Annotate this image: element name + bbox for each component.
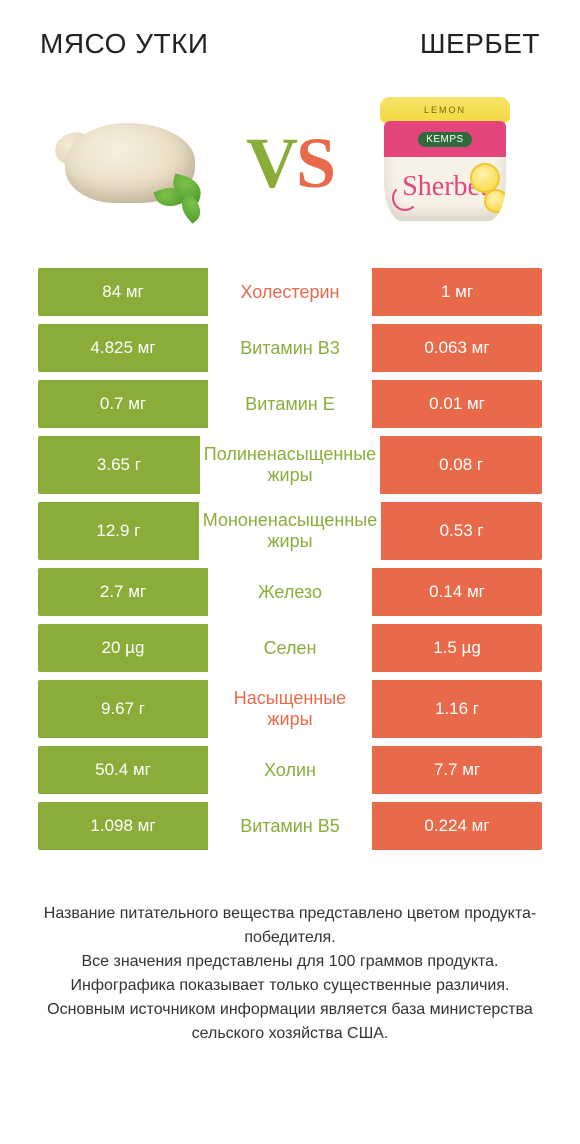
nutrient-label: Холестерин xyxy=(208,268,372,316)
left-value: 50.4 мг xyxy=(38,746,208,794)
nutrient-label: Витамин B5 xyxy=(208,802,372,850)
table-row: 9.67 гНасыщенные жиры1.16 г xyxy=(38,680,542,738)
footer-note: Название питательного вещества представл… xyxy=(0,858,580,1046)
left-value: 12.9 г xyxy=(38,502,199,560)
left-value: 0.7 мг xyxy=(38,380,208,428)
table-row: 12.9 гМононенасыщенные жиры0.53 г xyxy=(38,502,542,560)
right-value: 7.7 мг xyxy=(372,746,542,794)
table-row: 4.825 мгВитамин B30.063 мг xyxy=(38,324,542,372)
vs-v: V xyxy=(246,123,296,203)
right-value: 1 мг xyxy=(372,268,542,316)
table-row: 3.65 гПолиненасыщенные жиры0.08 г xyxy=(38,436,542,494)
sherbet-lid: LEMON xyxy=(380,97,510,123)
vs-s: S xyxy=(296,123,334,203)
nutrient-label: Витамин E xyxy=(208,380,372,428)
footer-line: Основным источником информации является … xyxy=(34,998,546,1046)
duck-image xyxy=(40,88,230,238)
footer-line: Название питательного вещества представл… xyxy=(34,902,546,950)
nutrient-label: Насыщенные жиры xyxy=(208,680,372,738)
right-value: 1.16 г xyxy=(372,680,542,738)
right-value: 1.5 µg xyxy=(372,624,542,672)
left-value: 3.65 г xyxy=(38,436,200,494)
right-value: 0.14 мг xyxy=(372,568,542,616)
nutrient-label: Холин xyxy=(208,746,372,794)
left-value: 1.098 мг xyxy=(38,802,208,850)
table-row: 84 мгХолестерин1 мг xyxy=(38,268,542,316)
right-product-title: Шербет xyxy=(420,28,540,60)
left-value: 2.7 мг xyxy=(38,568,208,616)
right-value: 0.224 мг xyxy=(372,802,542,850)
sherbet-brand: KEMPS xyxy=(418,132,472,147)
left-value: 20 µg xyxy=(38,624,208,672)
right-value: 0.53 г xyxy=(381,502,542,560)
sherbet-image: LEMON KEMPS Sherbet xyxy=(350,88,540,238)
table-row: 0.7 мгВитамин E0.01 мг xyxy=(38,380,542,428)
swirl-icon xyxy=(392,185,418,211)
table-row: 2.7 мгЖелезо0.14 мг xyxy=(38,568,542,616)
right-value: 0.063 мг xyxy=(372,324,542,372)
nutrient-label: Мононенасыщенные жиры xyxy=(199,502,381,560)
left-product-title: Мясо утки xyxy=(40,28,209,60)
titles-row: Мясо утки Шербет xyxy=(0,0,580,78)
nutrient-label: Селен xyxy=(208,624,372,672)
lemon-icon xyxy=(484,189,506,213)
infographic: Мясо утки Шербет VS LEMON KEMPS Sherbet xyxy=(0,0,580,1046)
left-value: 9.67 г xyxy=(38,680,208,738)
nutrient-label: Железо xyxy=(208,568,372,616)
table-row: 1.098 мгВитамин B50.224 мг xyxy=(38,802,542,850)
right-value: 0.01 мг xyxy=(372,380,542,428)
left-value: 84 мг xyxy=(38,268,208,316)
nutrient-label: Полиненасыщенные жиры xyxy=(200,436,380,494)
footer-line: Инфографика показывает только существенн… xyxy=(34,974,546,998)
right-value: 0.08 г xyxy=(380,436,542,494)
nutrient-label: Витамин B3 xyxy=(208,324,372,372)
vs-label: VS xyxy=(246,122,334,205)
footer-line: Все значения представлены для 100 граммо… xyxy=(34,950,546,974)
table-row: 20 µgСелен1.5 µg xyxy=(38,624,542,672)
left-value: 4.825 мг xyxy=(38,324,208,372)
table-row: 50.4 мгХолин7.7 мг xyxy=(38,746,542,794)
comparison-table: 84 мгХолестерин1 мг4.825 мгВитамин B30.0… xyxy=(0,268,580,850)
mint-icon xyxy=(150,175,210,225)
hero-row: VS LEMON KEMPS Sherbet xyxy=(0,78,580,268)
